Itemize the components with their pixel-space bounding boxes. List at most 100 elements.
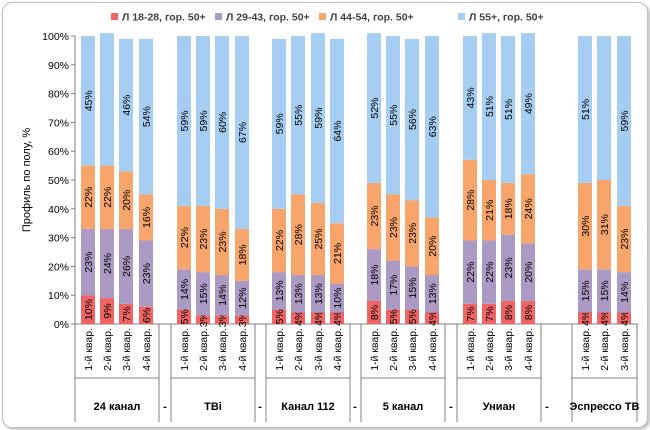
bar-segment	[617, 36, 631, 206]
x-tick-label: 2-й квар.	[293, 328, 305, 371]
group-label: 5 канал	[383, 401, 424, 413]
bar-segment	[119, 38, 133, 172]
x-tick-label: 4-й квар.	[523, 328, 535, 371]
x-tick-label: 4-й квар.	[332, 328, 344, 371]
bar-segment	[463, 240, 477, 304]
bar-segment	[81, 295, 95, 324]
data-label: 17%	[388, 275, 400, 296]
data-label: 3%	[237, 312, 249, 327]
x-tick-label: 2-й квар.	[102, 328, 114, 371]
data-label: 22%	[83, 187, 95, 208]
bar-segment	[330, 38, 344, 224]
bar-segment	[521, 243, 535, 301]
bar-segment	[521, 300, 535, 324]
x-tick-label: 4-й квар.	[237, 328, 249, 371]
data-label: 23%	[141, 263, 153, 284]
data-label: 28%	[465, 190, 477, 211]
legend-swatch	[215, 13, 222, 20]
bar-segment	[272, 272, 286, 310]
y-tick-label: 60%	[48, 146, 69, 158]
data-label: 4%	[313, 311, 325, 326]
bar-segment	[386, 194, 400, 261]
bar-segment	[405, 38, 419, 201]
bar-segment	[311, 203, 325, 276]
separator-label: -	[258, 401, 262, 413]
bar-segment	[215, 208, 229, 276]
bar-segment	[177, 269, 191, 310]
data-label: 23%	[407, 223, 419, 244]
bar-segment	[196, 36, 210, 206]
separator-label: -	[545, 401, 549, 413]
bar-segment	[235, 280, 249, 316]
group-label: Униан	[483, 401, 516, 413]
bar-segment	[367, 249, 381, 301]
bar-segment	[235, 315, 249, 324]
y-tick-label: 30%	[48, 233, 69, 245]
data-label: 46%	[121, 95, 133, 116]
group-label: Канал 112	[281, 401, 335, 413]
x-tick-label: 2-й квар.	[388, 328, 400, 371]
bar-segment	[311, 312, 325, 324]
group-label: TBi	[204, 401, 222, 413]
x-tick-label: 1-й квар.	[179, 328, 191, 371]
bar-segment	[139, 240, 153, 307]
bar-segment	[81, 228, 95, 296]
data-label: 15%	[407, 277, 419, 298]
data-label: 7%	[484, 306, 496, 321]
y-tick-label: 0%	[54, 319, 69, 331]
bar-segment	[100, 33, 114, 166]
bar-segment	[521, 33, 535, 175]
x-tick-label: 3-й квар.	[619, 328, 631, 371]
data-label: 24%	[102, 253, 114, 274]
bar-segment	[482, 303, 496, 324]
data-label: 22%	[179, 227, 191, 248]
data-label: 15%	[599, 280, 611, 301]
data-label: 23%	[83, 252, 95, 273]
data-label: 15%	[198, 283, 210, 304]
bar-segment	[196, 315, 210, 324]
data-label: 12%	[237, 288, 249, 309]
data-label: 13%	[293, 283, 305, 304]
bar-segment	[177, 309, 191, 324]
bar-segment	[405, 309, 419, 324]
data-label: 3%	[217, 312, 229, 327]
y-tick-label: 80%	[48, 89, 69, 101]
bar-segment	[177, 205, 191, 270]
x-tick-label: 1-й квар.	[83, 328, 95, 371]
bar-segment	[405, 266, 419, 310]
data-label: 21%	[484, 200, 496, 221]
group-label: 24 канал	[94, 401, 141, 413]
y-axis-label: Профиль по полу, %	[21, 128, 33, 232]
data-label: 5%	[407, 309, 419, 324]
bar-segment	[386, 36, 400, 195]
bar-segment	[291, 312, 305, 324]
data-label: 22%	[274, 230, 286, 251]
data-label: 52%	[369, 97, 381, 118]
data-label: 59%	[198, 110, 210, 131]
data-label: 18%	[503, 198, 515, 219]
bar-segment	[330, 283, 344, 313]
data-label: 20%	[427, 236, 439, 257]
x-tick-label: 1-й квар.	[274, 328, 286, 371]
bar-segment	[386, 309, 400, 324]
data-label: 16%	[141, 207, 153, 228]
bar-segment	[291, 275, 305, 313]
bar-segment	[215, 315, 229, 324]
x-tick-label: 3-й квар.	[217, 328, 229, 371]
data-label: 4%	[293, 311, 305, 326]
data-label: 59%	[179, 110, 191, 131]
bar-segment	[367, 300, 381, 324]
separator-label: -	[449, 401, 453, 413]
data-label: 23%	[369, 205, 381, 226]
legend-label: Л 18-28, гор. 50+	[122, 12, 206, 24]
data-label: 63%	[427, 116, 439, 137]
data-label: 8%	[523, 305, 535, 320]
data-label: 4%	[427, 311, 439, 326]
bar-segment	[501, 234, 515, 301]
x-tick-label: 1-й квар.	[580, 328, 592, 371]
data-label: 22%	[465, 262, 477, 283]
data-label: 25%	[313, 229, 325, 250]
data-label: 10%	[83, 299, 95, 320]
data-label: 67%	[237, 122, 249, 143]
bar-segment	[578, 182, 592, 270]
